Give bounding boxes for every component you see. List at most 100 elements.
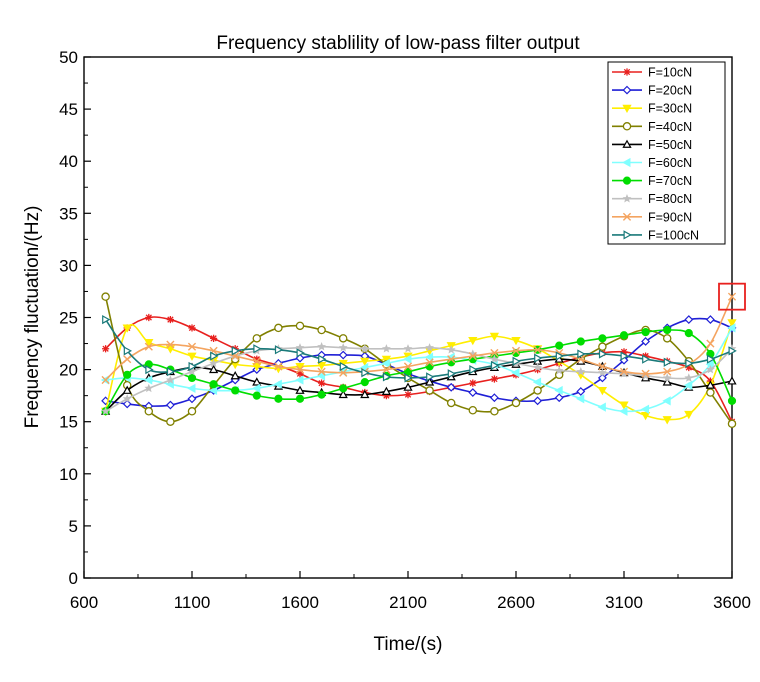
data-point [576,337,585,346]
data-point [144,342,153,351]
data-point [102,314,111,325]
legend-marker [623,68,631,76]
data-point [165,400,175,410]
x-tick-label: 1600 [281,593,319,612]
data-point [187,394,197,404]
data-point [619,401,629,410]
data-point [727,396,737,405]
data-point [122,394,132,403]
data-point [511,336,521,346]
data-point [424,352,434,362]
data-point [318,379,326,387]
data-point [122,324,132,333]
y-tick-label: 45 [59,100,78,119]
series-f-70cn [101,325,737,416]
legend-label: F=30cN [648,102,692,116]
data-point [123,370,132,379]
data-point [101,406,111,416]
data-point [577,349,586,359]
data-point [339,361,349,372]
x-tick-label: 3100 [605,593,643,612]
data-point [381,386,392,395]
data-point [274,362,283,371]
data-point [318,354,327,364]
data-point [338,350,348,360]
data-point [662,377,672,386]
data-point [381,355,392,365]
x-tick-label: 600 [70,593,98,612]
data-point [209,358,219,368]
data-point [554,365,564,375]
data-point [252,377,262,386]
data-point [424,377,435,386]
y-tick-label: 25 [59,309,78,328]
x-tick-label: 3600 [713,593,751,612]
legend-label: F=100cN [648,228,699,242]
data-point [252,391,261,400]
data-point [231,386,240,395]
data-point [727,319,737,328]
data-point [338,389,348,399]
data-point [489,354,499,363]
data-point [662,416,672,425]
data-point [296,348,305,358]
legend-label: F=50cN [648,138,692,152]
data-point [447,369,457,379]
data-point [597,373,607,383]
data-point [274,345,284,355]
annotation-layer [718,282,746,311]
data-point [576,387,586,396]
y-axis-label: Frequency fluctuation/(Hz) [22,206,43,429]
data-point [684,373,694,382]
data-point [727,292,737,301]
data-point [490,348,499,358]
data-point [165,375,175,384]
legend-entry: F=30cN [612,102,692,116]
data-point [469,379,477,387]
legend-marker [622,157,631,168]
data-point [187,373,197,383]
data-point [533,362,543,372]
data-point [533,386,542,395]
data-point [208,364,219,374]
data-point [101,375,110,385]
data-point [554,385,563,396]
legend-entry: F=60cN [612,156,692,170]
data-point [187,342,197,351]
data-point [555,341,564,350]
data-point [685,358,694,368]
y-tick-label: 10 [59,465,78,484]
y-tick-label: 35 [59,204,78,223]
data-point [295,394,305,403]
data-point [512,356,521,366]
data-point [640,411,651,421]
data-point [381,358,390,368]
data-point [641,337,651,346]
legend-label: F=60cN [648,156,692,170]
data-point [210,334,218,342]
data-point [316,361,327,371]
data-point [663,367,672,376]
legend-marker [622,104,632,114]
data-point [706,354,716,364]
data-point [404,373,413,383]
x-axis: 600 1100 1600 2100 2600 3100 3600 [70,571,751,612]
data-point [187,383,196,393]
series-f-30cn [100,319,737,425]
data-point [489,332,500,342]
legend-label: F=90cN [648,210,692,224]
legend-marker [622,85,632,95]
data-point [598,334,607,343]
data-point [685,363,693,372]
legend-entry: F=40cN [612,120,692,134]
series-line [104,322,733,421]
y-tick-label: 0 [69,569,78,588]
data-point [683,380,693,390]
data-point [468,388,478,397]
data-point [727,323,736,333]
data-point [253,344,262,354]
data-point [446,398,456,408]
data-point [642,354,651,364]
data-point [641,369,650,378]
data-point [468,351,477,361]
